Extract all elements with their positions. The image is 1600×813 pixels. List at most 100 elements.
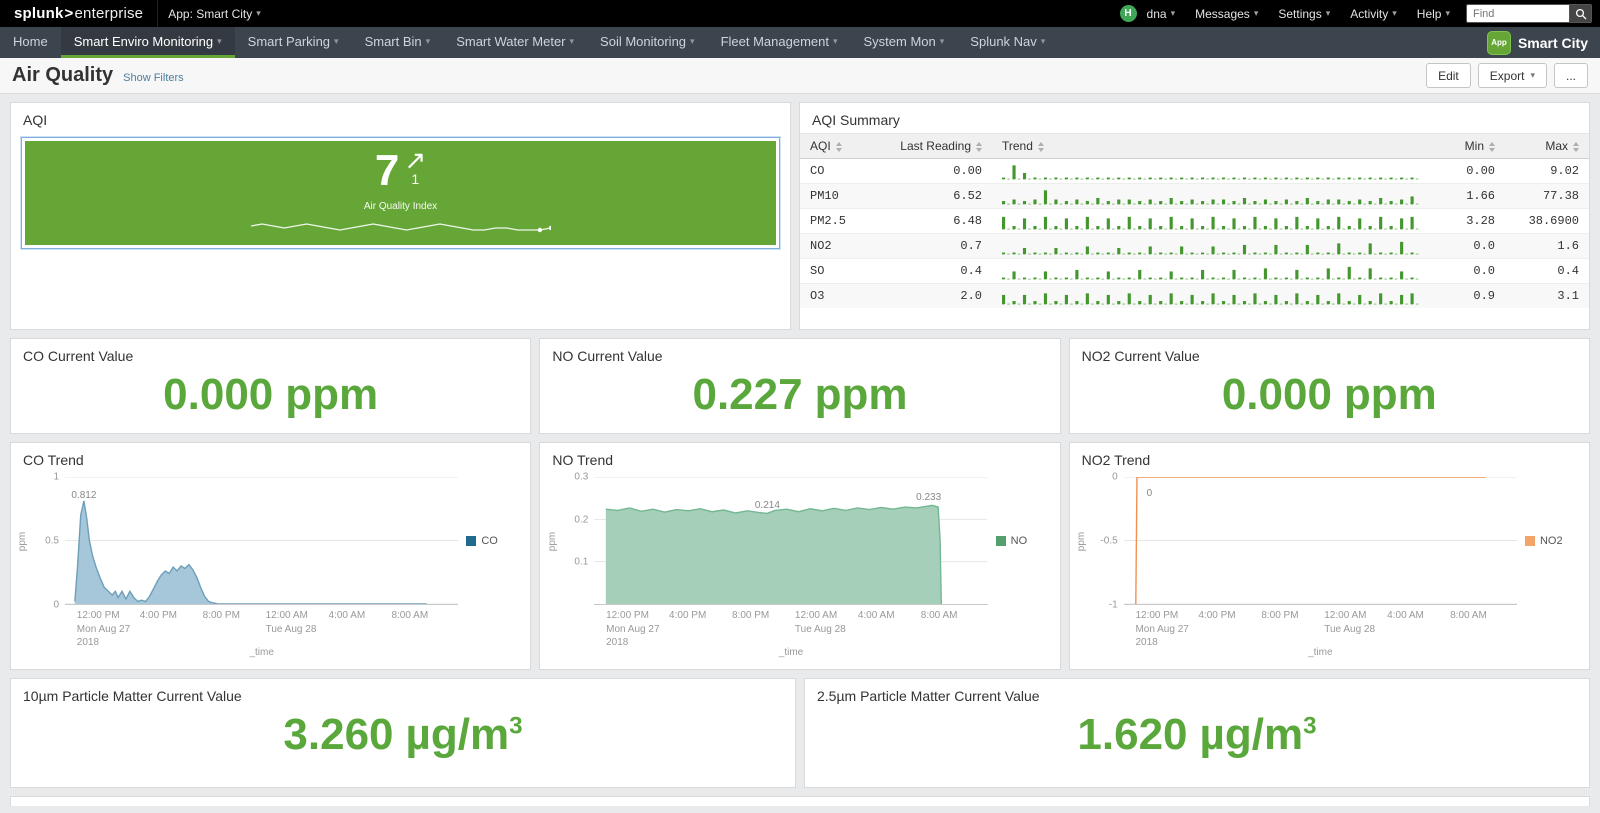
topbar: splunk>enterprise App: Smart City ▾ H dn… (0, 0, 1600, 27)
chart-plot[interactable]: 0 (1124, 477, 1517, 605)
search-icon[interactable] (1570, 4, 1592, 23)
chart-legend[interactable]: NO (988, 477, 1052, 605)
caret-down-icon: ▾ (690, 36, 695, 47)
find-box (1460, 0, 1600, 27)
panel-pm25-value: 2.5µm Particle Matter Current Value 1.62… (804, 678, 1590, 788)
table-cell: O3 (800, 284, 884, 309)
column-header-max[interactable]: Max (1505, 134, 1589, 159)
partial-panel (10, 796, 1590, 806)
table-cell: PM2.5 (800, 209, 884, 234)
more-button[interactable]: ... (1554, 63, 1588, 88)
caret-down-icon: ▾ (256, 8, 261, 19)
nav-item-smart-parking[interactable]: Smart Parking▾ (235, 27, 352, 58)
panel-aqi: AQI 7 ↗ 1 Air Quality Index (10, 102, 791, 330)
table-row[interactable]: PM2.56.483.2838.6900 (800, 209, 1589, 234)
panel-no2-value: NO2 Current Value 0.000ppm (1069, 338, 1590, 434)
panel-aqi-summary: AQI Summary AQILast ReadingTrendMinMax C… (799, 102, 1590, 330)
sort-icon (976, 142, 982, 152)
topbar-menu-help[interactable]: Help▾ (1407, 0, 1460, 27)
nav-item-soil-monitoring[interactable]: Soil Monitoring▾ (587, 27, 708, 58)
legend-label[interactable]: NO (1011, 535, 1028, 547)
nav-item-system-mon[interactable]: System Mon▾ (851, 27, 958, 58)
single-value: 1.620µg/m3 (805, 711, 1589, 759)
y-axis-ticks: 0.30.20.1 (560, 477, 594, 605)
column-header-last-reading[interactable]: Last Reading (884, 134, 992, 159)
value-unit: ppm (1344, 370, 1437, 419)
panel-title: AQI (11, 103, 790, 133)
topbar-menus: Messages▾Settings▾Activity▾Help▾ (1185, 0, 1460, 27)
trend-sparkline (992, 159, 1431, 184)
table-cell: 0.00 (1431, 159, 1505, 184)
trend-sparkline (992, 234, 1431, 259)
table-row[interactable]: SO0.40.00.4 (800, 259, 1589, 284)
y-axis-label: ppm (1074, 477, 1090, 605)
caret-down-icon: ▾ (1530, 70, 1535, 81)
legend-label[interactable]: NO2 (1540, 535, 1563, 547)
nav-item-home[interactable]: Home (0, 27, 61, 58)
table-row[interactable]: NO20.70.01.6 (800, 234, 1589, 259)
table-cell: 6.52 (884, 184, 992, 209)
find-input[interactable] (1466, 4, 1570, 23)
aqi-value: 7 (375, 149, 399, 193)
export-label: Export (1490, 69, 1525, 83)
caret-down-icon: ▾ (1392, 8, 1397, 19)
table-row[interactable]: O32.00.93.1 (800, 284, 1589, 309)
value-unit: ppm (815, 370, 908, 419)
app-identity[interactable]: App Smart City (1475, 27, 1600, 58)
user-menu-label: dna (1147, 7, 1167, 21)
trend-sparkline (992, 209, 1431, 234)
sort-icon (836, 142, 842, 152)
value-number: 1.620 (1077, 710, 1187, 759)
caret-down-icon: ▾ (426, 36, 431, 47)
legend-label[interactable]: CO (481, 535, 498, 547)
nav-item-smart-bin[interactable]: Smart Bin▾ (352, 27, 444, 58)
edit-button[interactable]: Edit (1426, 63, 1471, 88)
panel-title: CO Current Value (11, 339, 530, 369)
nav-item-fleet-management[interactable]: Fleet Management▾ (708, 27, 851, 58)
panel-title: 10µm Particle Matter Current Value (11, 679, 795, 709)
panel-title: NO2 Current Value (1070, 339, 1589, 369)
aqi-summary-table: AQILast ReadingTrendMinMax CO0.000.009.0… (800, 133, 1589, 308)
topbar-menu-activity[interactable]: Activity▾ (1340, 0, 1407, 27)
value-unit: µg/m (406, 710, 510, 759)
table-cell: 0.4 (884, 259, 992, 284)
topbar-menu-messages[interactable]: Messages▾ (1185, 0, 1268, 27)
nav-item-splunk-nav[interactable]: Splunk Nav▾ (957, 27, 1058, 58)
column-header-aqi[interactable]: AQI (800, 134, 884, 159)
splunk-logo[interactable]: splunk>enterprise (0, 0, 157, 27)
nav-item-smart-water-meter[interactable]: Smart Water Meter▾ (443, 27, 587, 58)
app-name: Smart City (1518, 35, 1588, 51)
export-button[interactable]: Export ▾ (1478, 63, 1547, 88)
caret-down-icon: ▾ (940, 36, 945, 47)
no-trend-chart: ppm 0.30.20.1 0.2140.233 NO 12:00 PMMon … (544, 477, 1051, 663)
column-header-trend[interactable]: Trend (992, 134, 1431, 159)
aqi-sparkline (251, 214, 551, 240)
y-axis-label: ppm (15, 477, 31, 605)
table-row[interactable]: CO0.000.009.02 (800, 159, 1589, 184)
chart-plot[interactable]: 0.812 (65, 477, 458, 605)
sort-icon (1573, 142, 1579, 152)
chart-legend[interactable]: NO2 (1517, 477, 1581, 605)
chart-plot[interactable]: 0.2140.233 (594, 477, 987, 605)
value-number: 0.000 (1222, 370, 1332, 419)
user-menu[interactable]: dna ▾ (1137, 0, 1186, 27)
column-header-min[interactable]: Min (1431, 134, 1505, 159)
caret-down-icon: ▾ (1326, 8, 1331, 19)
aqi-single-value[interactable]: 7 ↗ 1 Air Quality Index (25, 141, 776, 245)
table-cell: 0.0 (1431, 234, 1505, 259)
page-header: Air Quality Show Filters Edit Export▾ ..… (0, 58, 1600, 94)
nav-item-smart-enviro-monitoring[interactable]: Smart Enviro Monitoring▾ (61, 27, 235, 58)
user-avatar[interactable]: H (1120, 5, 1137, 22)
chart-legend[interactable]: CO (458, 477, 522, 605)
table-cell: SO (800, 259, 884, 284)
caret-down-icon: ▾ (1171, 8, 1176, 19)
show-filters-link[interactable]: Show Filters (123, 72, 184, 84)
table-row[interactable]: PM106.521.6677.38 (800, 184, 1589, 209)
table-cell: 0.4 (1505, 259, 1589, 284)
table-body: CO0.000.009.02PM106.521.6677.38PM2.56.48… (800, 159, 1589, 309)
co-trend-chart: ppm 10.50 0.812 CO 12:00 PMMon Aug 27201… (15, 477, 522, 663)
topbar-menu-settings[interactable]: Settings▾ (1268, 0, 1340, 27)
more-label: ... (1566, 69, 1576, 83)
app-menu[interactable]: App: Smart City ▾ (157, 0, 271, 27)
panel-co-value: CO Current Value 0.000ppm (10, 338, 531, 434)
